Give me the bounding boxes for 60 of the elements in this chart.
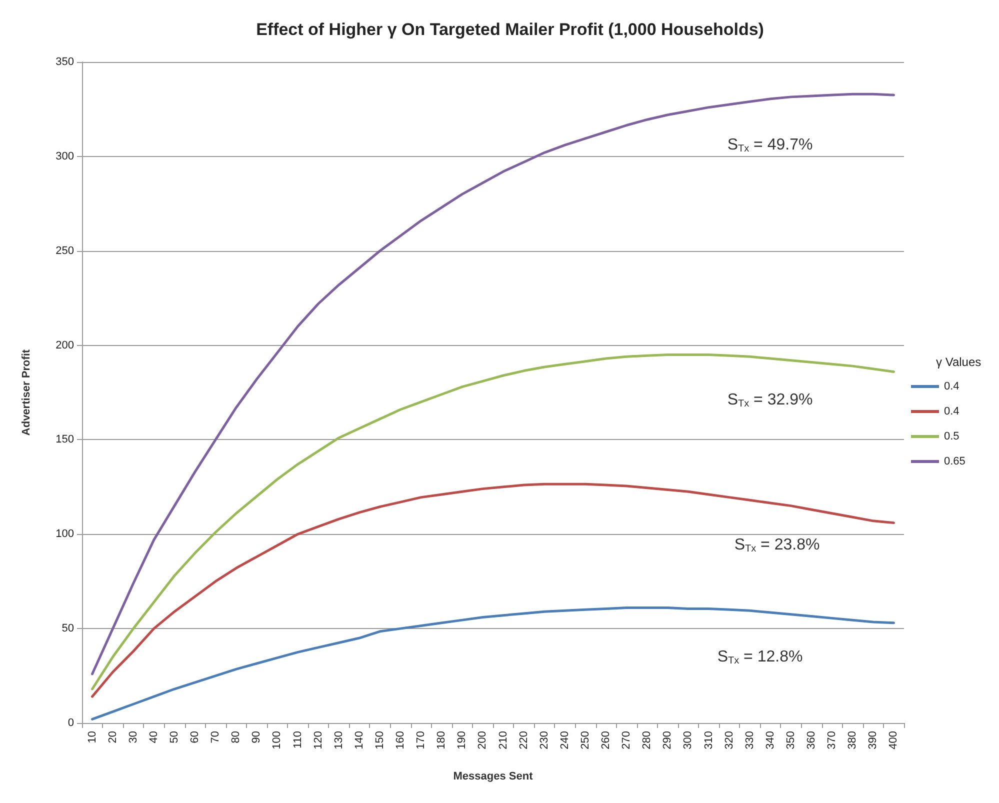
legend-label: 0.4 xyxy=(944,406,960,418)
y-tick-label: 200 xyxy=(56,339,74,352)
x-tick-label: 160 xyxy=(394,731,407,750)
x-axis-title: Messages Sent xyxy=(453,770,534,782)
legend-label: 0.4 xyxy=(944,380,960,392)
line-series xyxy=(91,606,895,720)
x-tick-label: 350 xyxy=(784,731,797,750)
x-tick-label: 270 xyxy=(620,731,633,750)
legend-label: 0.65 xyxy=(944,456,966,468)
x-tick-label: 60 xyxy=(189,731,202,744)
x-tick-label: 360 xyxy=(806,731,818,750)
x-tick-label: 340 xyxy=(764,731,776,750)
x-tick-label: 170 xyxy=(415,731,428,750)
x-tick-label: 50 xyxy=(168,731,180,744)
x-tick-label: 20 xyxy=(106,731,119,744)
y-tick-label: 350 xyxy=(56,56,74,68)
x-tick-label: 280 xyxy=(641,731,654,750)
x-tick-label: 190 xyxy=(456,731,468,750)
x-tick-label: 180 xyxy=(436,731,448,750)
x-tick-label: 200 xyxy=(476,731,489,750)
x-tick-label: 130 xyxy=(332,731,345,750)
chart-title: Effect of Higher γ On Targeted Mailer Profit (1,000 Households) xyxy=(256,20,764,39)
line-series xyxy=(91,92,895,676)
x-tick-label: 310 xyxy=(702,731,715,750)
x-tick-label: 370 xyxy=(826,731,838,750)
y-tick-label: 150 xyxy=(56,434,74,446)
x-tick-label: 70 xyxy=(210,731,222,744)
legend-label: 0.5 xyxy=(944,430,960,442)
y-tick-label: 50 xyxy=(62,622,74,635)
y-tick-label: 250 xyxy=(56,244,74,257)
x-tick-label: 220 xyxy=(518,731,530,750)
x-tick-label: 30 xyxy=(127,731,140,744)
x-tick-label: 80 xyxy=(230,731,242,744)
x-tick-label: 110 xyxy=(292,731,304,749)
x-tick-label: 320 xyxy=(723,731,736,750)
x-tick-label: 210 xyxy=(497,731,510,750)
line-series xyxy=(91,353,895,690)
x-tick-label: 400 xyxy=(888,731,900,750)
x-tick-label: 380 xyxy=(846,731,859,750)
legend-title: γ Values xyxy=(936,355,982,369)
x-tick-label: 330 xyxy=(744,731,756,750)
y-tick-label: 0 xyxy=(68,717,74,729)
x-tick-label: 300 xyxy=(682,731,694,750)
y-axis-title: Advertiser Profit xyxy=(20,349,32,436)
x-tick-label: 230 xyxy=(538,731,550,750)
x-tick-label: 120 xyxy=(312,731,324,750)
x-tick-label: 100 xyxy=(271,731,284,750)
line-series xyxy=(91,482,895,698)
x-tick-label: 250 xyxy=(579,731,592,750)
x-tick-label: 140 xyxy=(353,731,366,750)
x-tick-label: 10 xyxy=(86,731,98,744)
x-tick-label: 390 xyxy=(867,731,880,750)
y-tick-label: 100 xyxy=(56,528,74,540)
x-tick-label: 240 xyxy=(558,731,571,750)
x-tick-label: 290 xyxy=(662,731,674,750)
x-tick-label: 40 xyxy=(148,731,160,744)
x-tick-label: 150 xyxy=(374,731,386,750)
x-tick-label: 260 xyxy=(600,731,612,750)
x-tick-label: 90 xyxy=(250,731,263,744)
y-tick-label: 300 xyxy=(56,150,74,162)
